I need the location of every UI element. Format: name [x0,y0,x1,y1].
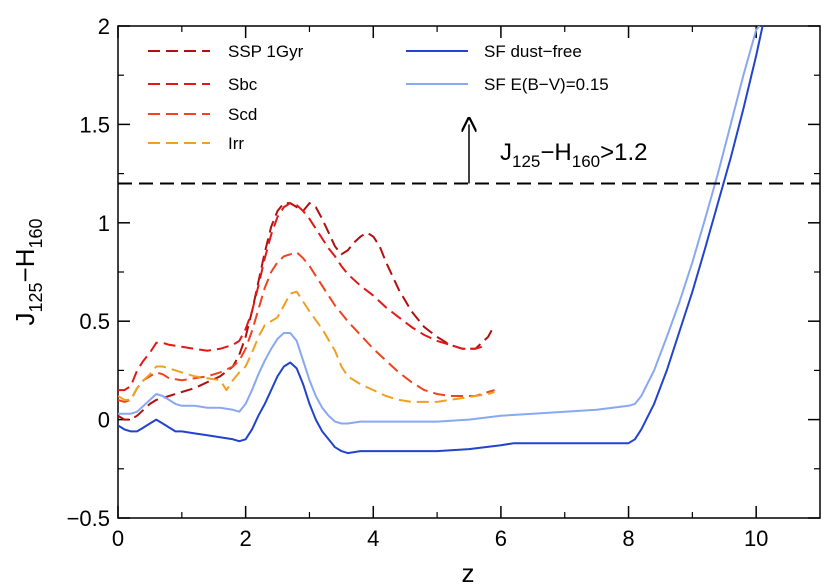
legend-label-irr: Irr [228,134,244,153]
y-tick-label: 2 [98,14,110,39]
legend-label-sf-ebv-015: SF E(B−V)=0.15 [484,75,609,94]
x-tick-label: 2 [240,526,252,551]
legend-label-ssp-1gyr: SSP 1Gyr [228,42,304,61]
legend-label-scd: Scd [228,105,257,124]
y-tick-label: 1 [98,211,110,236]
x-tick-label: 10 [744,526,768,551]
x-tick-label: 0 [112,526,124,551]
series-line-irr [118,290,495,403]
x-tick-label: 4 [367,526,379,551]
y-tick-label: 0 [98,408,110,433]
y-axis-label: J125−H160 [10,218,46,325]
y-tick-label: 1.5 [79,112,110,137]
threshold-label: J125−H160>1.2 [500,139,648,171]
x-tick-label: 6 [495,526,507,551]
legend-label-sf-dust-free: SF dust−free [484,42,582,61]
series-line-scd [118,251,495,403]
series-line-sbc [118,202,483,392]
axis-ticks [117,25,820,519]
x-tick-label: 8 [622,526,634,551]
series-line-sf-e-b-v-0-15 [118,26,761,425]
legend-label-sbc: Sbc [228,75,258,94]
axis-tick-labels: 0 2 4 6 8 10−0.500.511.52 [67,14,769,551]
y-tick-label: −0.5 [67,506,110,531]
legend: SSP 1Gyr Sbc Scd Irr SF dust−free SF E(B… [148,42,609,153]
y-tick-label: 0.5 [79,309,110,334]
series-lines [118,26,764,455]
series-line-sf-dust-free [118,26,764,455]
series-line-ssp-1gyr [118,202,496,421]
x-axis-label: z [462,558,475,587]
plot-frame [117,25,821,519]
